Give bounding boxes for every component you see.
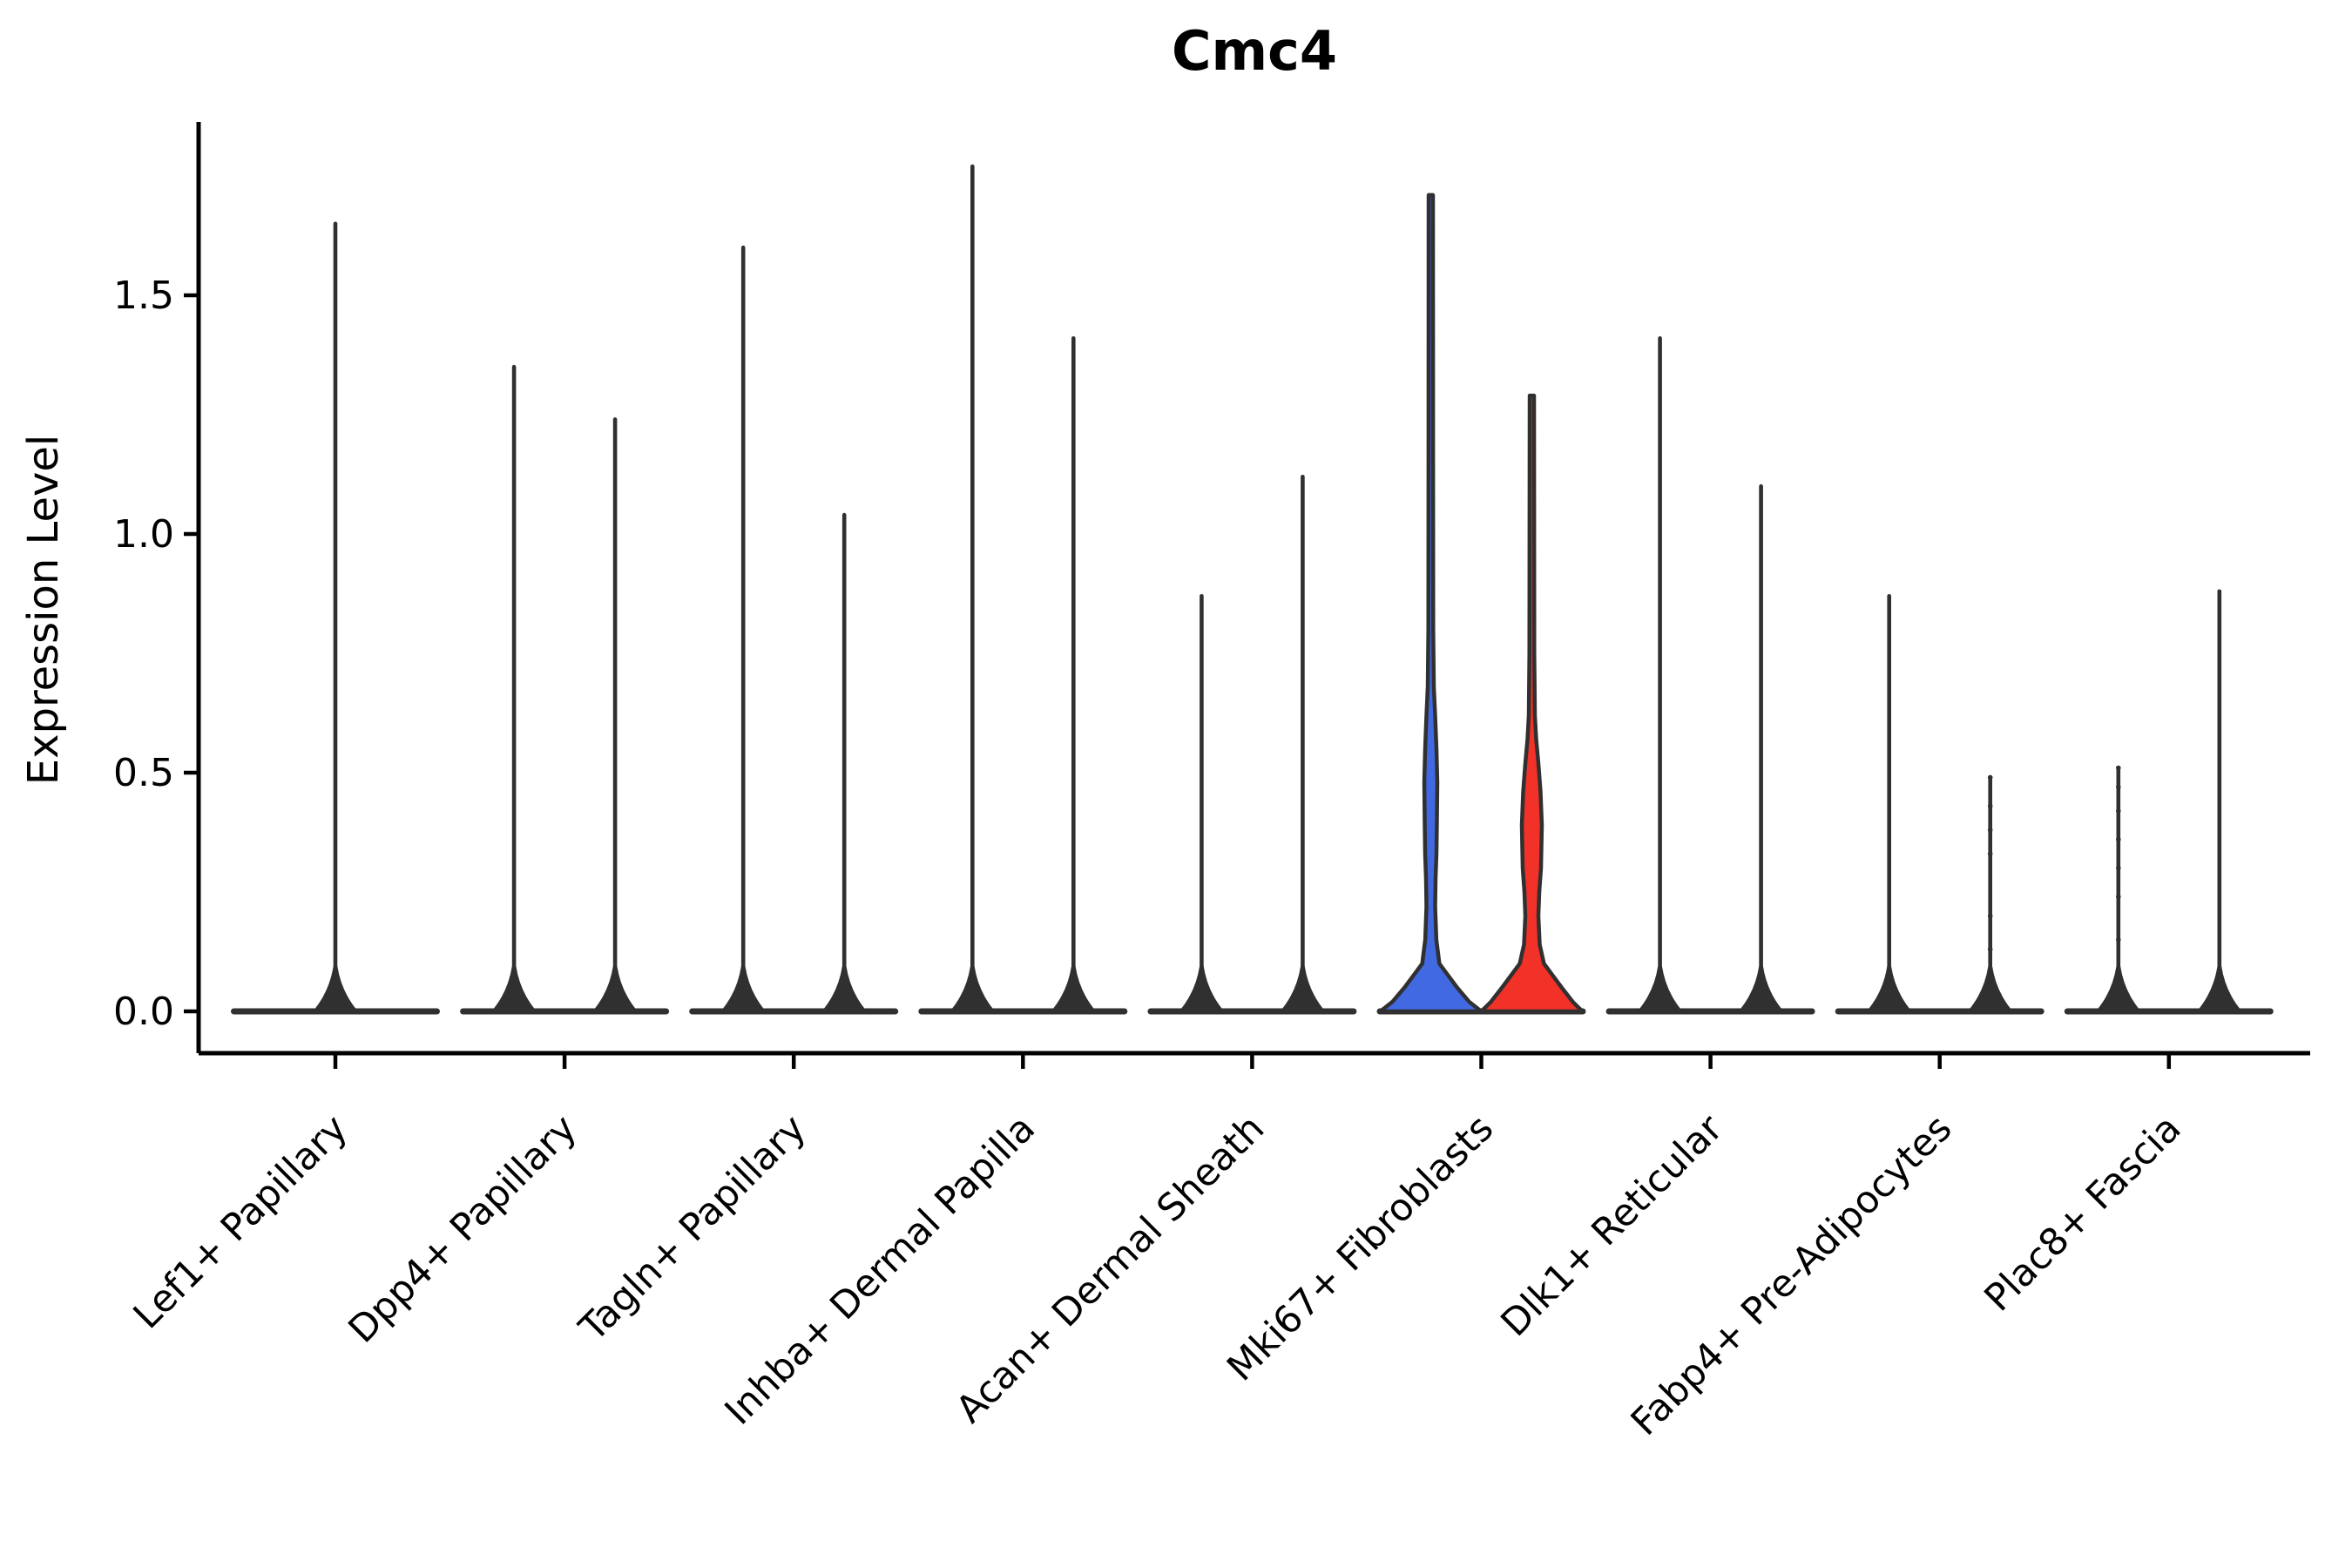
y-axis-label: Expression Level xyxy=(19,435,68,786)
cell-point xyxy=(2116,784,2121,790)
violin-filled xyxy=(1378,193,1484,1014)
x-category-label: Lef1+ Papillary xyxy=(125,1106,356,1337)
cell-point xyxy=(1987,803,1993,809)
cell-point xyxy=(1987,774,1993,781)
x-category-label: Plac8+ Fascia xyxy=(1977,1106,2190,1320)
x-category-label: Mki67+ Fibroblasts xyxy=(1219,1106,1502,1389)
cell-point xyxy=(2116,865,2121,871)
cell-point xyxy=(1987,851,1993,856)
cell-point xyxy=(2116,937,2121,943)
cell-point xyxy=(2116,808,2121,814)
y-tick-label: 1.5 xyxy=(113,274,174,318)
cell-point xyxy=(1987,913,1993,919)
cell-point xyxy=(2116,765,2121,771)
cell-point xyxy=(1987,827,1993,833)
x-category-label: Tagln+ Papillary xyxy=(571,1106,814,1350)
x-category-label: Dpp4+ Papillary xyxy=(341,1106,585,1351)
cell-point xyxy=(2116,894,2121,900)
violin-filled xyxy=(1479,393,1585,1014)
y-tick-label: 0.5 xyxy=(113,751,174,795)
cell-point xyxy=(2116,836,2121,842)
chart-title: Cmc4 xyxy=(1172,19,1337,83)
y-tick-label: 0.0 xyxy=(113,990,174,1034)
y-tick-label: 1.0 xyxy=(113,512,174,557)
cell-point xyxy=(1987,946,1993,952)
x-category-label: Dlk1+ Reticular xyxy=(1493,1106,1732,1345)
